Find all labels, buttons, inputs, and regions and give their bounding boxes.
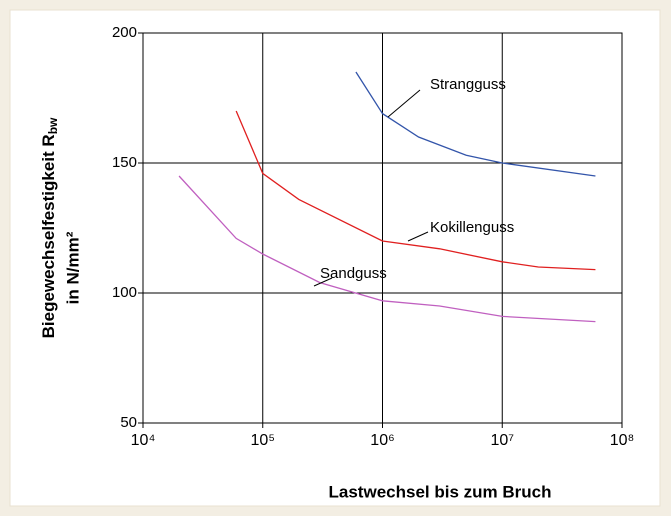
y-tick-label: 50 bbox=[120, 414, 137, 431]
x-tick-label: 10⁸ bbox=[610, 432, 635, 449]
y-tick-label: 150 bbox=[112, 154, 137, 171]
series-line bbox=[235, 110, 596, 271]
y-tick-label: 100 bbox=[112, 284, 137, 301]
x-axis-label: Lastwechsel bis zum Bruch bbox=[329, 482, 552, 501]
x-tick-label: 10⁷ bbox=[490, 432, 514, 449]
y-label-sub: bw bbox=[46, 117, 60, 134]
y-label-main: Biegewechselfestigkeit R bbox=[39, 134, 58, 338]
plot-frame bbox=[142, 32, 623, 424]
y-label-line1: Biegewechselfestigkeit Rbw bbox=[39, 117, 60, 338]
series-label: Kokillenguss bbox=[430, 219, 514, 236]
y-axis-label: Biegewechselfestigkeit Rbw in N/mm² bbox=[39, 117, 82, 338]
y-label-line2: in N/mm² bbox=[63, 231, 82, 304]
y-tick-label: 200 bbox=[112, 24, 137, 41]
panel bbox=[9, 9, 661, 507]
series-label: Sandguss bbox=[320, 265, 387, 282]
x-tick-label: 10⁴ bbox=[131, 432, 156, 449]
series-line bbox=[355, 71, 596, 177]
series-label: Strangguss bbox=[430, 76, 506, 93]
leader-line bbox=[407, 231, 429, 242]
x-tick-label: 10⁶ bbox=[370, 432, 394, 449]
x-tick-label: 10⁵ bbox=[251, 432, 275, 449]
leader-line bbox=[313, 277, 333, 287]
leader-line bbox=[387, 89, 421, 118]
series-line bbox=[178, 175, 596, 323]
